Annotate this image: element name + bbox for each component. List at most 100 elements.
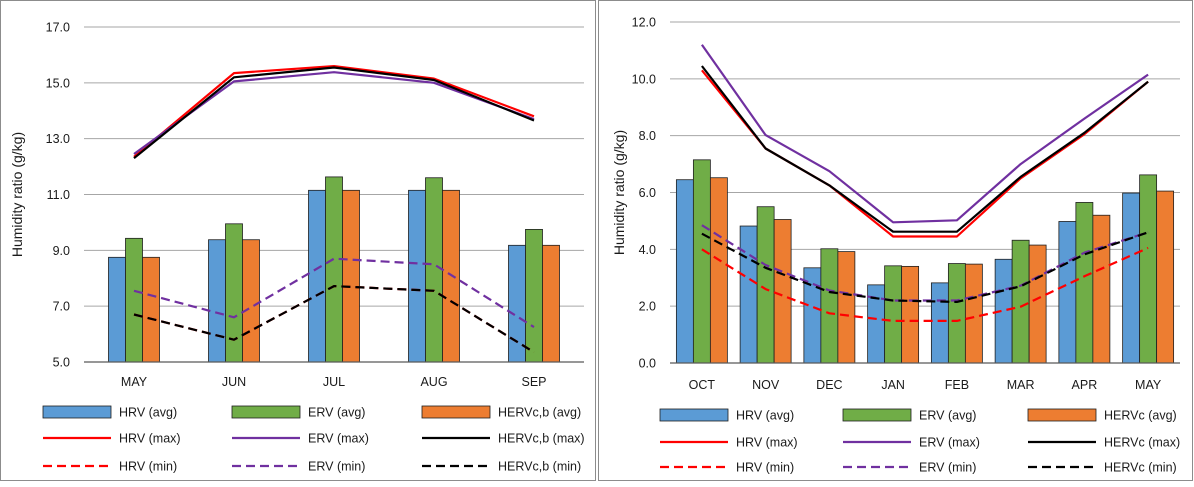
x-tick-label: MAY <box>121 375 148 389</box>
legend-label-hrv-avg: HRV (avg) <box>736 409 794 423</box>
legend-label-hervc-b-max: HERVc,b (max) <box>498 432 585 446</box>
legend-label-hrv-min: HRV (min) <box>119 460 177 474</box>
bar-erv-avg <box>225 223 243 363</box>
bar-hervc-avg <box>1092 214 1111 364</box>
x-tick-label: SEP <box>521 375 546 389</box>
line-hervc-b-min <box>133 285 535 354</box>
y-tick-label: 0.0 <box>639 357 656 371</box>
legend-swatch-erv-avg <box>842 408 912 422</box>
bar-hervc-avg <box>773 219 792 364</box>
bar-erv-avg <box>1075 202 1094 364</box>
x-tick-label: OCT <box>689 378 716 392</box>
legend-label-hervc-max: HERVc (max) <box>1104 436 1180 450</box>
legend-label-hervc-b-avg: HERVc,b (avg) <box>498 406 581 420</box>
x-tick-label: AUG <box>420 375 447 389</box>
bar-erv-avg <box>820 248 839 364</box>
y-tick-label: 4.0 <box>639 243 656 257</box>
bar-hrv-avg <box>675 179 694 364</box>
bar-hervc-avg <box>709 177 728 364</box>
legend-label-erv-max: ERV (max) <box>919 436 980 450</box>
bar-hrv-avg <box>308 189 326 363</box>
legend-label-erv-min: ERV (min) <box>919 461 976 475</box>
line-hervc-min <box>701 231 1149 303</box>
x-tick-label: MAY <box>1135 378 1162 392</box>
left-panel-frame <box>0 0 596 481</box>
line-hrv-min <box>701 246 1149 322</box>
bar-hervc-avg <box>1028 244 1047 364</box>
y-tick-label: 11.0 <box>47 188 70 202</box>
x-tick-label: MAR <box>1007 378 1035 392</box>
bar-hervc-b-avg <box>342 189 360 363</box>
legend-label-erv-avg: ERV (avg) <box>308 406 365 420</box>
line-hervc-b-max <box>133 66 535 160</box>
legend-swatch-erv-avg <box>231 405 301 419</box>
legend-label-erv-avg: ERV (avg) <box>919 409 976 423</box>
bar-hrv-avg <box>739 225 758 364</box>
legend-label-hervc-min: HERVc (min) <box>1104 461 1177 475</box>
legend-label-erv-max: ERV (max) <box>308 432 369 446</box>
legend-label-hrv-avg: HRV (avg) <box>119 406 177 420</box>
legend-label-hervc-avg: HERVc (avg) <box>1104 409 1177 423</box>
y-tick-label: 17.0 <box>46 21 70 35</box>
bar-hervc-avg <box>964 263 983 364</box>
bar-erv-avg <box>692 159 711 364</box>
x-tick-label: JUN <box>222 375 246 389</box>
bar-erv-avg <box>325 176 343 363</box>
right-chart-panel: 0.0 2.0 4.0 6.0 8.0 10.0 12.0 Humidity ratio (g… <box>611 16 1180 475</box>
line-hervc-max <box>701 65 1149 233</box>
bar-erv-avg <box>1139 174 1158 364</box>
x-tick-label: FEB <box>945 378 969 392</box>
legend-swatch-hervc-avg <box>1027 408 1097 422</box>
y-tick-label: 13.0 <box>46 132 70 146</box>
legend-label-hrv-max: HRV (max) <box>736 436 798 450</box>
y-tick-label: 7.0 <box>53 300 70 314</box>
bar-hrv-avg <box>930 282 949 364</box>
bar-erv-avg <box>884 265 903 364</box>
x-tick-label: JAN <box>881 378 905 392</box>
y-tick-label: 9.0 <box>53 244 70 258</box>
bar-erv-avg <box>756 206 775 364</box>
bar-hervc-avg <box>1156 190 1175 364</box>
bar-erv-avg <box>947 263 966 364</box>
bar-hervc-avg <box>837 251 856 364</box>
bar-hrv-avg <box>208 239 226 363</box>
legend-label-erv-min: ERV (min) <box>308 460 365 474</box>
y-tick-label: 5.0 <box>53 356 70 370</box>
bar-hrv-avg <box>108 256 126 363</box>
bar-hervc-b-avg <box>142 256 160 363</box>
y-tick-label: 10.0 <box>632 72 656 86</box>
legend-label-hervc-b-min: HERVc,b (min) <box>498 460 581 474</box>
legend-swatch-hrv-avg <box>42 405 112 419</box>
x-tick-label: NOV <box>752 378 780 392</box>
bar-hrv-avg <box>1058 221 1077 364</box>
bar-hrv-avg <box>1122 192 1141 364</box>
y-axis-label: Humidity ratio (g/kg) <box>611 130 627 255</box>
x-tick-label: DEC <box>816 378 842 392</box>
legend-label-hrv-min: HRV (min) <box>736 461 794 475</box>
left-chart-panel: 5.0 7.0 9.0 11.0 13.0 15.0 17.0 Humidity ratio … <box>9 21 585 474</box>
y-tick-label: 8.0 <box>639 129 656 143</box>
x-tick-label: JUL <box>323 375 345 389</box>
y-tick-label: 6.0 <box>639 186 656 200</box>
line-hrv-max <box>133 64 535 158</box>
bar-erv-avg <box>1011 239 1030 364</box>
line-erv-min <box>133 257 535 329</box>
bar-erv-avg <box>125 237 143 363</box>
y-tick-label: 12.0 <box>632 16 656 30</box>
bar-hervc-b-avg <box>542 244 560 363</box>
legend-label-hrv-max: HRV (max) <box>119 432 181 446</box>
line-erv-min <box>701 224 1149 302</box>
bar-hervc-avg <box>901 265 920 364</box>
bar-hrv-avg <box>408 189 426 363</box>
y-axis-label: Humidity ratio (g/kg) <box>9 132 25 257</box>
bar-hervc-b-avg <box>242 239 260 363</box>
y-tick-label: 2.0 <box>639 300 656 314</box>
y-tick-label: 15.0 <box>46 76 70 90</box>
legend-swatch-hervc-b-avg <box>421 405 491 419</box>
line-erv-max <box>701 44 1149 224</box>
bar-erv-avg <box>525 228 543 363</box>
legend-swatch-hrv-avg <box>659 408 729 422</box>
bar-erv-avg <box>425 177 443 363</box>
